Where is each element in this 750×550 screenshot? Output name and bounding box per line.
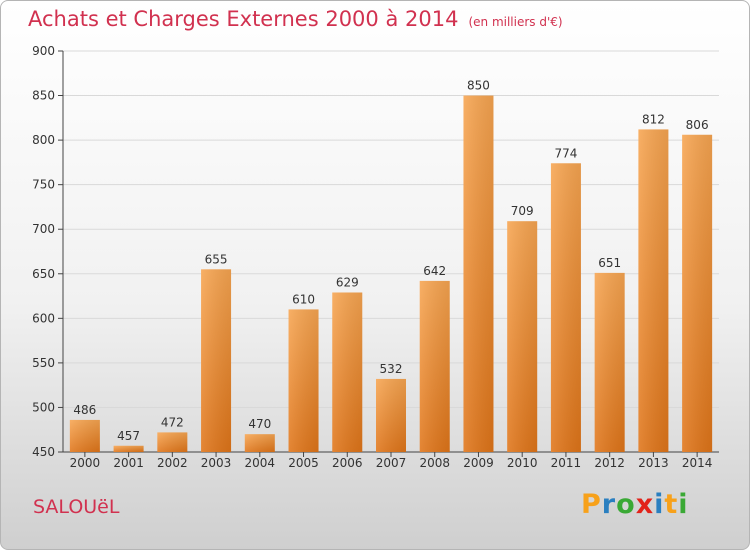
x-tick-label: 2003 [201,456,232,470]
bar-shade [244,434,275,452]
data-label: 651 [598,256,621,270]
logo-letter: o [616,489,636,520]
bar-shade [376,378,406,452]
bar-shade [157,432,188,452]
logo-letter: t [664,489,679,520]
data-label: 655 [205,252,228,266]
x-tick-label: 2013 [638,456,669,470]
commune-name: SALOUëL [33,496,120,518]
chart-unit: (en milliers d'€) [468,15,563,29]
y-tick-label: 500 [32,400,55,414]
bar-shade [288,309,319,452]
y-tick-label: 550 [32,356,55,370]
bar-shade [638,129,669,452]
data-label: 610 [292,292,315,306]
data-label: 850 [467,79,490,93]
x-tick-label: 2000 [70,456,101,470]
y-tick-label: 900 [32,44,55,58]
data-label: 709 [511,204,534,218]
y-tick-label: 800 [32,133,55,147]
data-label: 806 [686,118,709,132]
chart-title: Achats et Charges Externes 2000 à 2014 (e… [28,7,563,31]
logo-letter: i [654,489,665,520]
bar-shade [332,292,363,452]
bar-shade [113,445,144,452]
bar-layer [69,95,713,453]
logo-letter: P [581,489,602,520]
x-tick-label: 2004 [245,456,276,470]
data-label: 532 [380,362,403,376]
data-label: 470 [248,417,271,431]
x-tick-label: 2002 [157,456,188,470]
bar-shade [507,221,538,452]
bar-shade [550,163,581,452]
data-label: 486 [73,403,96,417]
data-label: 642 [423,264,446,278]
x-tick-label: 2001 [113,456,144,470]
label-layer: 450 500 550 600 650 700 750 800 850 900 486 2000 457… [32,44,712,470]
y-tick-label: 600 [32,311,55,325]
y-tick-label: 850 [32,89,55,103]
y-tick-label: 450 [32,445,55,459]
x-tick-label: 2009 [463,456,494,470]
data-label: 472 [161,415,184,429]
x-tick-label: 2014 [682,456,713,470]
y-tick-label: 650 [32,267,55,281]
x-tick-label: 2005 [288,456,319,470]
y-tick-label: 750 [32,178,55,192]
x-tick-label: 2007 [376,456,407,470]
x-tick-label: 2006 [332,456,363,470]
chart-title-text: Achats et Charges Externes 2000 à 2014 [28,7,459,31]
logo-letter: r [601,489,617,520]
bar-shade [419,280,450,452]
data-label: 812 [642,112,665,126]
logo-letter: x [635,489,655,520]
bar-shade [682,134,713,452]
x-tick-label: 2008 [419,456,450,470]
bar-shade [594,272,625,452]
bar-chart: 450 500 550 600 650 700 750 800 850 900 486 2000 457… [32,44,719,470]
y-tick-label: 700 [32,222,55,236]
logo-letter: i [678,489,689,520]
proxiti-logo: Proxiti [581,489,689,520]
x-tick-label: 2011 [551,456,582,470]
bar-shade [463,95,494,453]
x-tick-label: 2010 [507,456,538,470]
data-label: 629 [336,275,359,289]
bar-shade [201,269,232,452]
data-label: 774 [554,146,577,160]
bar-shade [69,419,100,452]
x-tick-label: 2012 [594,456,625,470]
data-label: 457 [117,429,140,443]
